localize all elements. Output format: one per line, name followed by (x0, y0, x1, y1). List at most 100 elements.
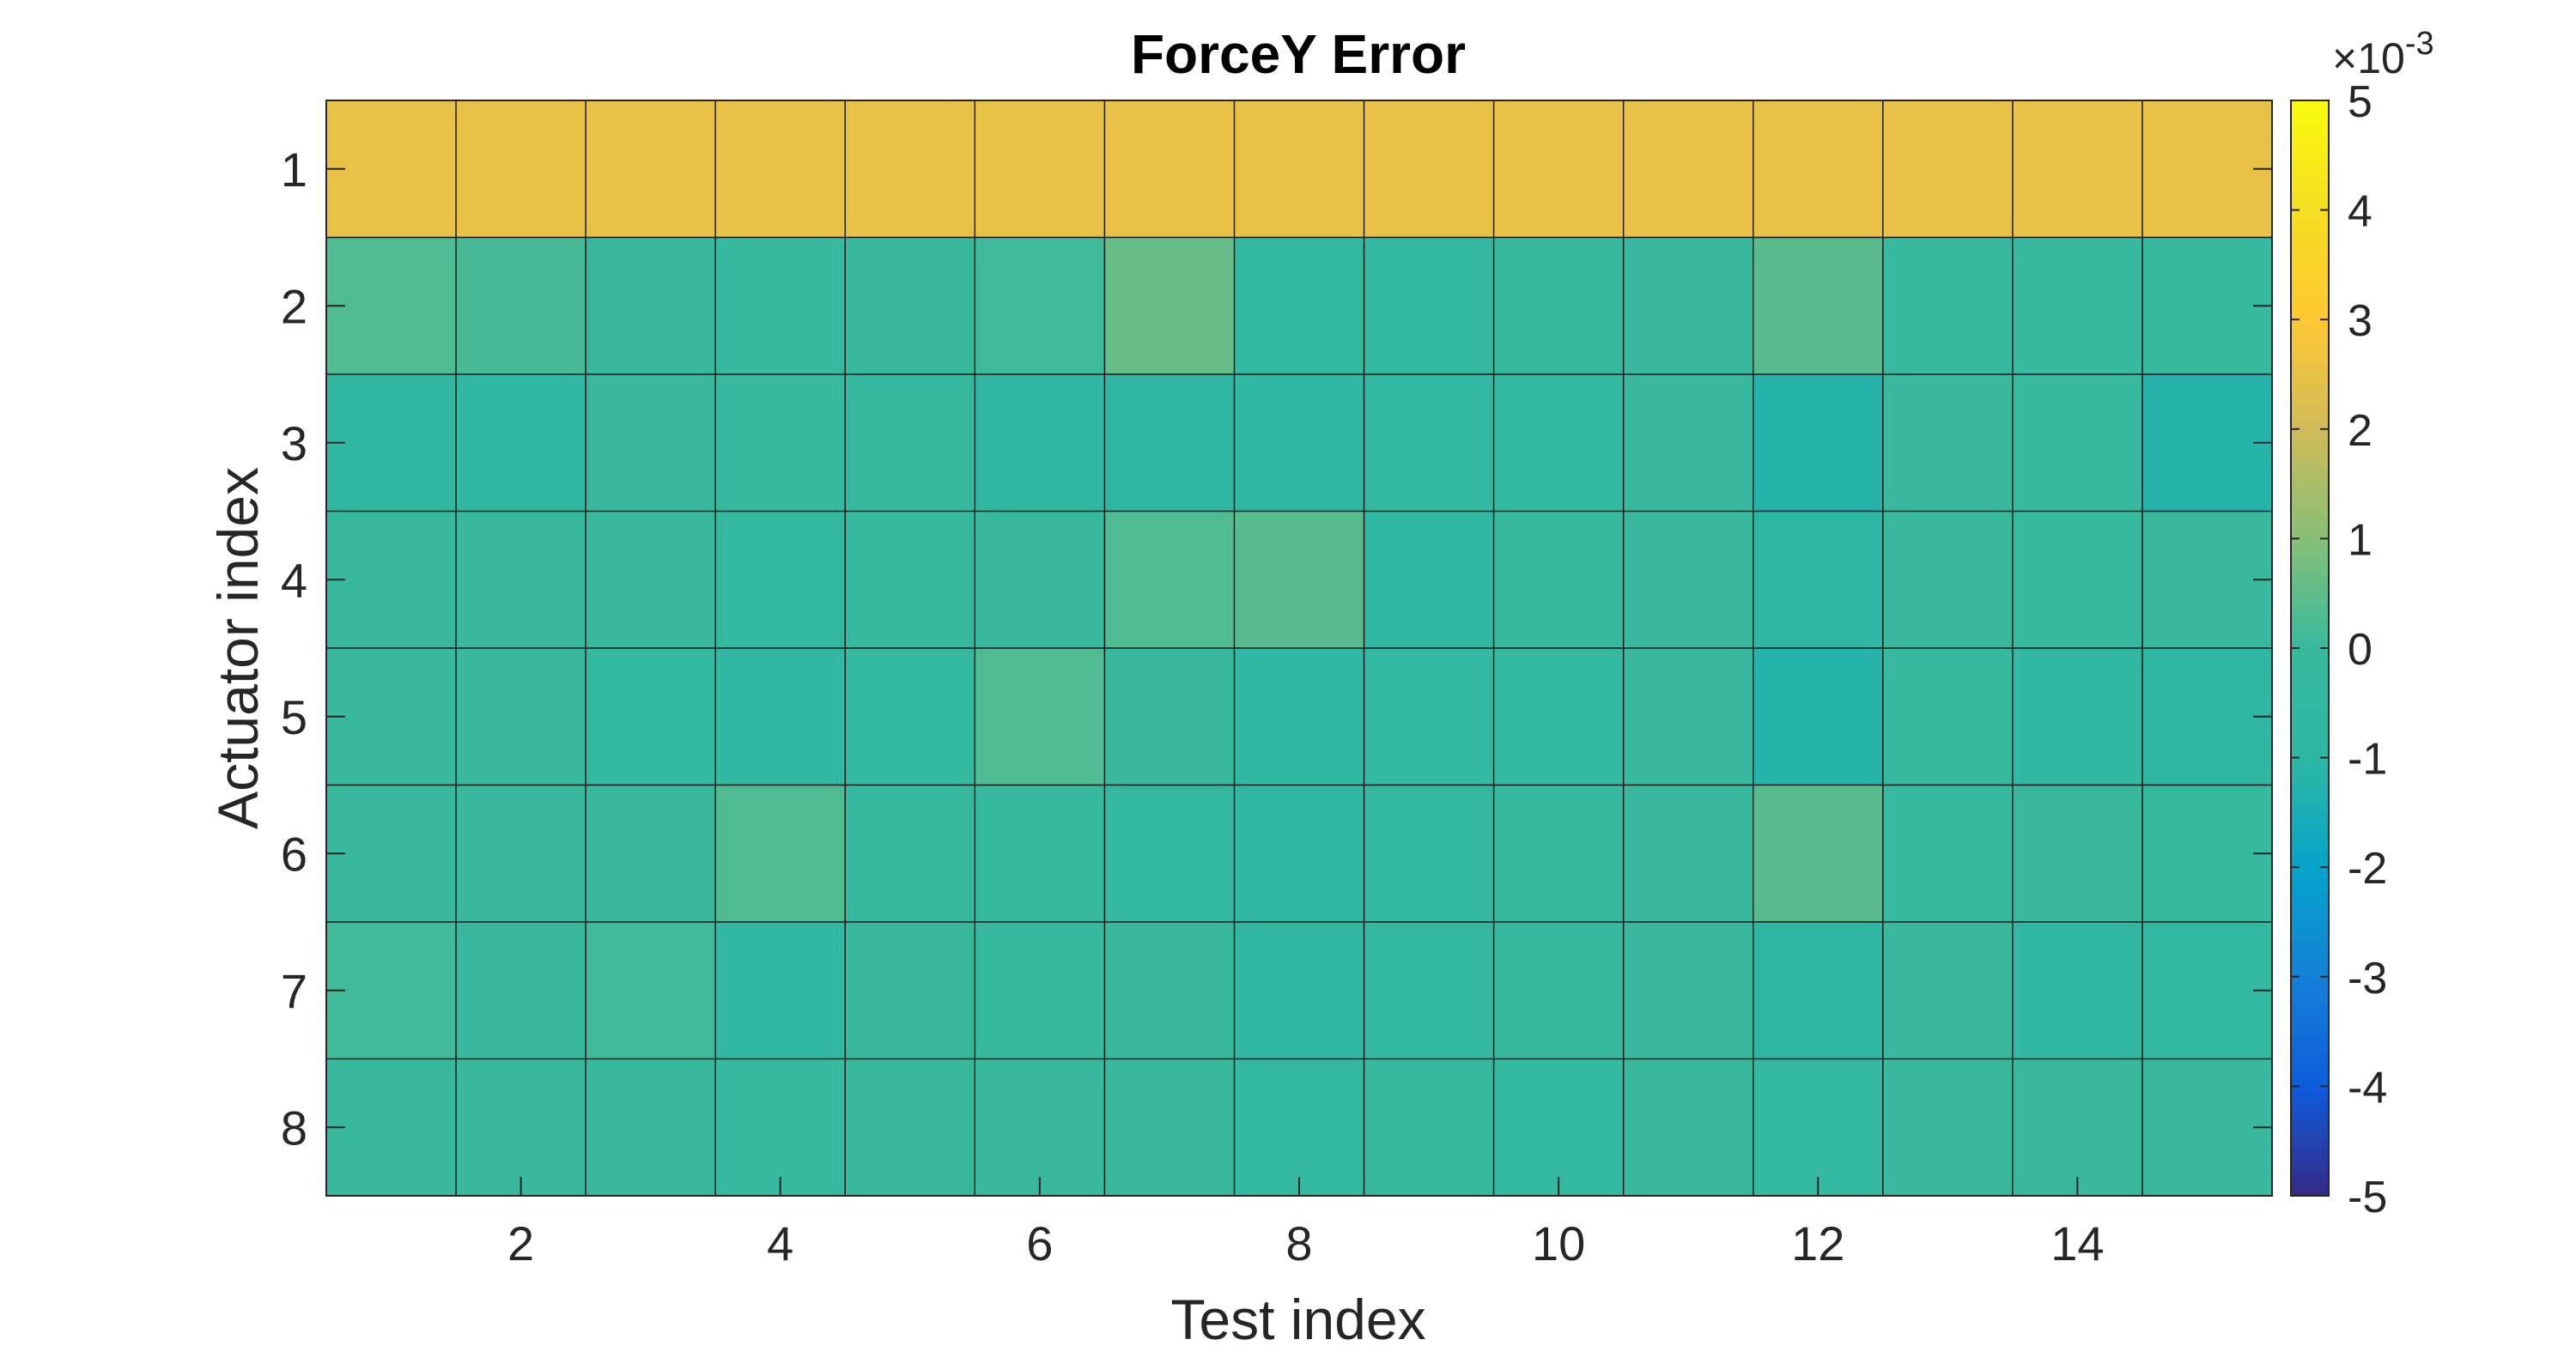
y-axis-label: Actuator index (206, 467, 270, 829)
heatmap-cell (2012, 648, 2143, 785)
heatmap-cell (2012, 1058, 2143, 1197)
heatmap-cell (1104, 1058, 1235, 1197)
heatmap-cell (2012, 922, 2143, 1059)
heatmap-cell (715, 648, 846, 785)
heatmap-cell (715, 237, 846, 375)
heatmap-cell (1623, 1058, 1754, 1197)
heatmap-cell (1882, 785, 2014, 923)
heatmap-cell (1753, 785, 1884, 923)
colorbar-tick-label: 2 (2348, 406, 2372, 456)
heatmap-cell (326, 100, 457, 238)
heatmap-cell (1104, 374, 1235, 512)
heatmap-cell (1104, 785, 1235, 923)
heatmap-cell (456, 648, 586, 785)
x-tick-label: 2 (507, 1216, 534, 1270)
colorbar-tick-label: -1 (2348, 735, 2387, 785)
heatmap-cell (2142, 922, 2273, 1059)
colorbar-tick-label: 5 (2348, 77, 2372, 127)
heatmap-cell (715, 785, 846, 923)
heatmap-cell (1493, 237, 1625, 375)
colorbar-exponent-base: ×10 (2332, 34, 2405, 82)
colorbar-tick-label: 3 (2348, 296, 2372, 346)
heatmap-cell (326, 785, 457, 923)
heatmap-cell (715, 374, 846, 512)
heatmap-cell (1882, 648, 2014, 785)
y-tick-label: 8 (281, 1100, 307, 1155)
heatmap-cell (845, 648, 975, 785)
heatmap-cell (1234, 922, 1365, 1059)
heatmap-cell (1234, 648, 1365, 785)
heatmap-cell (1493, 374, 1625, 512)
heatmap-cell (1753, 1058, 1884, 1197)
heatmap-cell (2142, 511, 2273, 649)
heatmap-cell (1623, 100, 1754, 238)
heatmap-cell (2142, 100, 2273, 238)
heatmap-cell (715, 922, 846, 1059)
heatmap-cell (1104, 648, 1235, 785)
heatmap-cell (1104, 100, 1235, 238)
heatmap-cell (1493, 785, 1625, 923)
heatmap-cells (326, 100, 2273, 1197)
heatmap-cell (456, 785, 586, 923)
heatmap-cell (845, 785, 975, 923)
heatmap-cell (975, 237, 1105, 375)
x-tick-label: 12 (1791, 1216, 1844, 1270)
heatmap-cell (1753, 648, 1884, 785)
heatmap-cell (1364, 648, 1495, 785)
heatmap-cell (586, 1058, 716, 1197)
y-tick-label: 4 (281, 553, 307, 607)
heatmap-cell (1104, 922, 1235, 1059)
colorbar-ticks: 5 4 3 2 1 0 -1 -2 -3 -4 -5 (2291, 77, 2387, 1222)
colorbar-exponent: ×10-3 (2332, 26, 2434, 82)
heatmap-cell (1882, 922, 2014, 1059)
heatmap-cell (1364, 1058, 1495, 1197)
x-tick-label: 8 (1285, 1216, 1312, 1270)
heatmap-cell (326, 511, 457, 649)
heatmap-cell (1623, 785, 1754, 923)
heatmap-cell (586, 511, 716, 649)
heatmap-cell (586, 100, 716, 238)
heatmap-cell (1623, 648, 1754, 785)
heatmap-cell (1493, 511, 1625, 649)
x-axis-label: Test index (1170, 1288, 1425, 1342)
heatmap-cell (1364, 511, 1495, 649)
heatmap-cell (1234, 374, 1365, 512)
heatmap-cell (456, 922, 586, 1059)
heatmap-cell (1623, 922, 1754, 1059)
heatmap-cell (1493, 648, 1625, 785)
heatmap-cell (326, 1058, 457, 1197)
heatmap-cell (2142, 1058, 2273, 1197)
heatmap-cell (845, 1058, 975, 1197)
heatmap-cell (1882, 374, 2014, 512)
x-tick-label: 14 (2050, 1216, 2104, 1270)
heatmap-cell (326, 922, 457, 1059)
heatmap-cell (1753, 374, 1884, 512)
heatmap-cell (1753, 511, 1884, 649)
heatmap-cell (1623, 374, 1754, 512)
heatmap-cell (586, 374, 716, 512)
heatmap-cell (845, 922, 975, 1059)
heatmap-cell (1882, 237, 2014, 375)
colorbar-exponent-power: -3 (2405, 26, 2434, 62)
heatmap-cell (456, 374, 586, 512)
heatmap-cell (1364, 922, 1495, 1059)
colorbar-tick-label: 4 (2348, 187, 2372, 237)
colorbar-tick-label: -3 (2348, 954, 2387, 1003)
heatmap-cell (1104, 511, 1235, 649)
x-tick-label: 4 (767, 1216, 793, 1270)
heatmap-cell (1753, 100, 1884, 238)
heatmap-cell (586, 237, 716, 375)
heatmap-cell (1104, 237, 1235, 375)
colorbar-tick-label: -4 (2348, 1063, 2387, 1113)
colorbar-tick-label: -2 (2348, 844, 2387, 894)
heatmap-cell (2012, 511, 2143, 649)
heatmap-cell (1753, 237, 1884, 375)
colorbar-tick-label: 1 (2348, 515, 2372, 565)
heatmap-cell (1623, 511, 1754, 649)
y-tick-label: 3 (281, 416, 307, 470)
heatmap-cell (1364, 100, 1495, 238)
heatmap-cell (975, 922, 1105, 1059)
y-tick-label: 5 (281, 690, 307, 744)
heatmap-cell (1234, 100, 1365, 238)
